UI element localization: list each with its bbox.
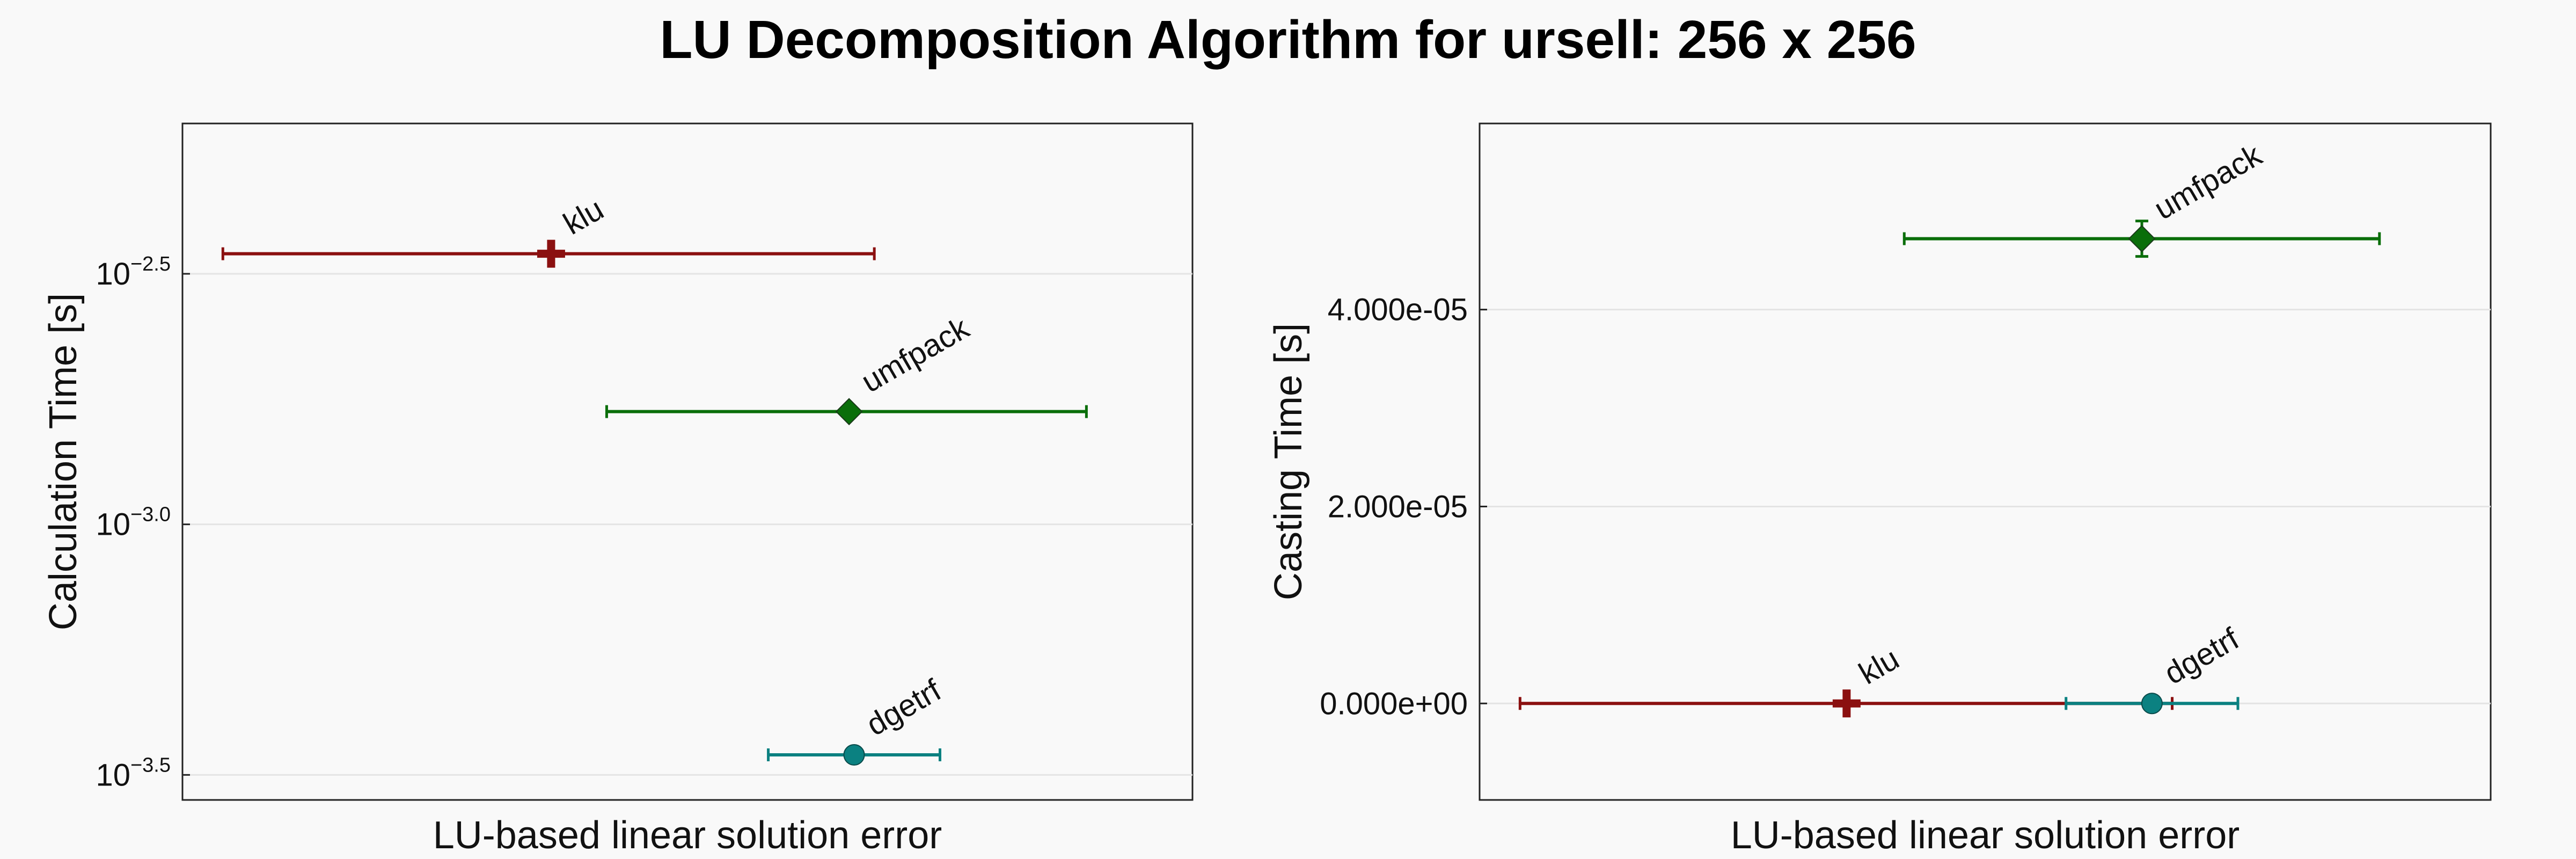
grid-lines bbox=[182, 273, 1192, 776]
left-chart-panel: 10−2.5 10−3.0 10−3.5 klu umfpack dgetrf LU-b… bbox=[42, 122, 1194, 857]
point-label-umfpack: umfpack bbox=[855, 310, 975, 399]
point-label-dgetrf: dgetrf bbox=[861, 672, 948, 742]
point-label-klu: klu bbox=[1853, 641, 1905, 691]
y-tick-label: 0.000e+00 bbox=[1320, 686, 1468, 721]
marker-umfpack bbox=[2128, 225, 2156, 252]
marker-klu bbox=[537, 239, 565, 268]
marker-dgetrf bbox=[2141, 693, 2163, 715]
x-axis-label: LU-based linear solution error bbox=[1731, 814, 2240, 857]
plot-frame bbox=[1479, 122, 2492, 801]
data-marks: klu umfpack dgetrf bbox=[221, 192, 1088, 766]
y-axis-label: Casting Time [s] bbox=[1267, 323, 1310, 600]
marker-klu bbox=[1832, 689, 1861, 718]
point-label-umfpack: umfpack bbox=[2148, 137, 2268, 226]
chart-title: LU Decomposition Algorithm for ursell: 2… bbox=[660, 10, 1916, 70]
y-tick-label: 10−3.0 bbox=[96, 504, 171, 542]
y-tick-label: 2.000e-05 bbox=[1328, 489, 1468, 524]
point-label-klu: klu bbox=[558, 192, 610, 242]
point-label-dgetrf: dgetrf bbox=[2158, 621, 2245, 691]
plot-frame bbox=[181, 122, 1194, 801]
y-tick-labels: 10−2.5 10−3.0 10−3.5 bbox=[96, 253, 171, 792]
x-axis-label: LU-based linear solution error bbox=[433, 814, 942, 857]
grid-lines bbox=[1480, 309, 2491, 704]
y-axis-label: Calculation Time [s] bbox=[42, 293, 85, 630]
right-chart-panel: 4.000e-05 2.000e-05 0.000e+00 umfpack klu dg… bbox=[1267, 122, 2492, 857]
marker-dgetrf bbox=[843, 744, 865, 766]
y-tick-label: 10−3.5 bbox=[96, 754, 171, 792]
y-tick-label: 4.000e-05 bbox=[1328, 293, 1468, 327]
y-tick-label: 10−2.5 bbox=[96, 253, 171, 292]
y-tick-labels: 4.000e-05 2.000e-05 0.000e+00 bbox=[1320, 293, 1468, 722]
marker-umfpack bbox=[835, 398, 863, 426]
data-marks: umfpack klu dgetrf bbox=[1518, 137, 2381, 718]
